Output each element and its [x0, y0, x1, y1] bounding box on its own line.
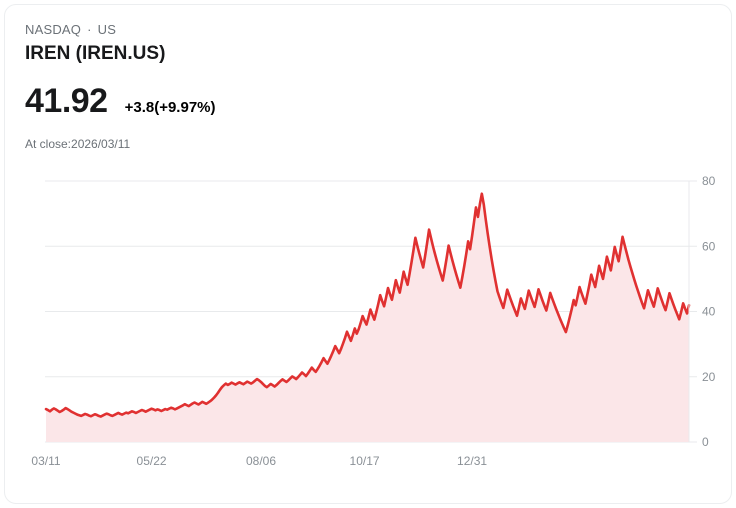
quote-header: NASDAQ · US IREN (IREN.US) 41.92 +3.8(+9.9… — [25, 21, 711, 152]
stock-quote-card: NASDAQ · US IREN (IREN.US) 41.92 +3.8(+9.9… — [4, 4, 732, 504]
y-tick-label: 60 — [702, 239, 716, 253]
x-tick-label: 08/06 — [246, 454, 276, 468]
y-tick-label: 20 — [702, 370, 716, 384]
x-tick-label: 05/22 — [137, 454, 167, 468]
close-timestamp: At close:2026/03/11 — [25, 137, 131, 151]
x-tick-label: 03/11 — [31, 454, 60, 468]
exchange-region-line: NASDAQ · US — [25, 21, 711, 39]
price-area-fill — [46, 193, 689, 442]
last-price: 41.92 — [25, 82, 108, 120]
price-row: 41.92 +3.8(+9.97%) — [25, 81, 711, 121]
price-change: +3.8(+9.97%) — [124, 99, 216, 116]
price-line — [44, 192, 691, 418]
y-tick-label: 0 — [702, 435, 709, 449]
x-tick-label: 12/31 — [457, 454, 487, 468]
y-axis-labels: 0 20 40 60 80 — [702, 174, 716, 449]
y-tick-label: 80 — [702, 174, 716, 188]
x-tick-label: 10/17 — [350, 454, 380, 468]
x-axis-labels: 03/11 05/22 08/06 10/17 12/31 — [31, 454, 487, 468]
region-label: US — [97, 22, 117, 37]
separator-dot: · — [87, 22, 92, 37]
page-title: IREN (IREN.US) — [25, 43, 166, 64]
price-chart-svg[interactable]: 0 20 40 60 80 03/11 05/22 08/06 10/17 12/31 — [5, 165, 732, 495]
price-chart[interactable]: 0 20 40 60 80 03/11 05/22 08/06 10/17 12/31 — [5, 165, 732, 495]
exchange-name: NASDAQ — [25, 22, 82, 37]
y-tick-label: 40 — [702, 305, 716, 319]
